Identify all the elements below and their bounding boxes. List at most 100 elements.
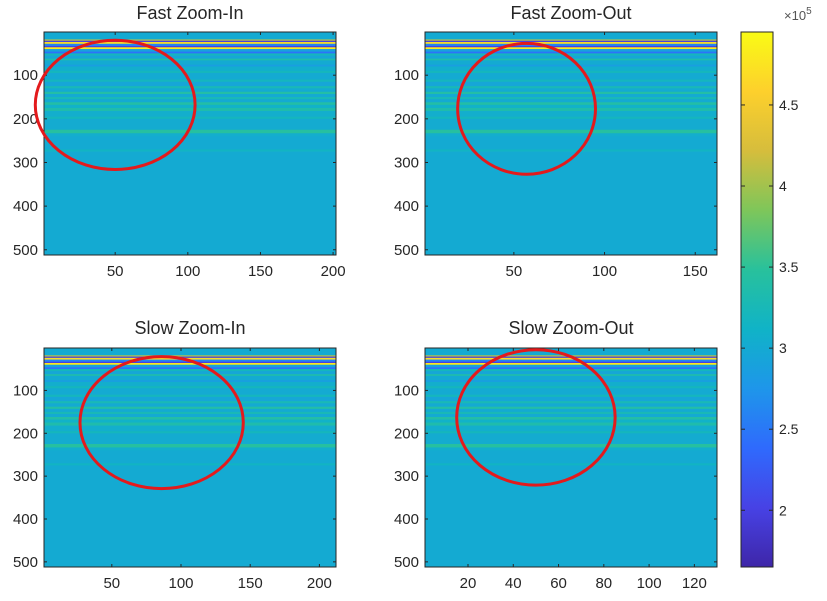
heatmap-band	[44, 104, 336, 109]
heatmap-band	[425, 388, 717, 396]
heatmap-band	[44, 369, 336, 372]
y-tick-label: 200	[13, 111, 38, 128]
colorbar: 2 2.5 3 3.5 4 4.5 ×105	[740, 6, 812, 568]
heatmap-band	[425, 149, 717, 152]
heatmap-panel-fast-zoom-out: Fast Zoom-Out 50 100 150 100 200 300 400 500	[394, 3, 718, 280]
heatmap-band	[44, 422, 336, 426]
x-tick-label: 200	[321, 263, 346, 280]
heatmap-band	[44, 367, 336, 370]
x-tick-label: 50	[103, 575, 120, 592]
y-tick-label: 300	[394, 154, 419, 171]
heatmap-band	[44, 401, 336, 404]
heatmap-band	[44, 375, 336, 381]
heatmap-band	[425, 369, 717, 372]
heatmap-bands	[425, 32, 717, 256]
x-tick-label: 200	[307, 575, 332, 592]
heatmap-band	[425, 431, 717, 434]
y-tick-label: 400	[394, 511, 419, 528]
heatmap-band	[44, 348, 336, 356]
heatmap-band	[425, 97, 717, 100]
heatmap-band	[425, 136, 717, 150]
heatmap-band	[425, 45, 717, 48]
heatmap-band	[425, 91, 717, 95]
heatmap-band	[44, 364, 336, 368]
y-tick-label: 300	[13, 468, 38, 485]
heatmap-band	[44, 66, 336, 72]
heatmap-band	[44, 99, 336, 103]
heatmap-band	[44, 116, 336, 120]
heatmap-band	[425, 66, 717, 72]
x-tick-label: 150	[683, 263, 708, 280]
heatmap-band	[44, 444, 336, 448]
y-tick-label: 400	[13, 511, 38, 528]
colorbar-tick-label: 2.5	[779, 421, 799, 437]
highlight-circle	[78, 355, 245, 491]
x-axis: 50 100 150	[506, 32, 708, 280]
colorbar-tick-label: 3	[779, 340, 787, 356]
y-tick-label: 500	[394, 554, 419, 571]
heatmap-band	[44, 149, 336, 152]
heatmap-band	[44, 88, 336, 93]
heatmap-bands	[44, 348, 336, 568]
heatmap-band	[425, 371, 717, 375]
colorbar-tick-label: 4.5	[779, 97, 799, 113]
heatmap-band	[44, 64, 336, 67]
heatmap-band	[44, 463, 336, 466]
heatmap-band	[44, 388, 336, 396]
heatmap-panel-slow-zoom-out: Slow Zoom-Out 20 40 60 80 100 120 100 200 300 40…	[394, 318, 718, 592]
heatmap-band	[44, 394, 336, 398]
x-axis: 50 100 150 200	[103, 348, 332, 592]
heatmap-band	[425, 116, 717, 120]
heatmap-band	[425, 102, 717, 106]
heatmap-band	[425, 375, 717, 381]
heatmap-band	[44, 465, 336, 568]
heatmap-band	[44, 447, 336, 451]
y-tick-label: 100	[13, 382, 38, 399]
colorbar-ticks: 2 2.5 3 3.5 4 4.5	[741, 97, 799, 518]
x-tick-label: 80	[595, 575, 612, 592]
heatmap-band	[425, 40, 717, 43]
panel-title: Fast Zoom-In	[136, 3, 243, 23]
heatmap-band	[425, 129, 717, 134]
x-tick-label: 100	[175, 263, 200, 280]
heatmap-band	[425, 99, 717, 103]
heatmap-band	[44, 355, 336, 357]
heatmap-bands	[44, 32, 336, 256]
colorbar-tick-label: 3.5	[779, 259, 799, 275]
heatmap-band	[425, 49, 717, 53]
x-tick-label: 60	[550, 575, 567, 592]
panel-title: Slow Zoom-In	[134, 318, 245, 338]
heatmap-band	[44, 32, 336, 40]
colorbar-exponent: ×105	[784, 6, 812, 23]
x-tick-label: 40	[505, 575, 522, 592]
heatmap-band	[44, 371, 336, 375]
y-tick-label: 100	[13, 67, 38, 84]
x-tick-label: 20	[460, 575, 477, 592]
heatmap-band	[425, 51, 717, 54]
heatmap-panel-slow-zoom-in: Slow Zoom-In 50 100 150 200 100 200 300 400 500	[13, 318, 337, 592]
heatmap-band	[425, 47, 717, 50]
y-tick-label: 500	[394, 242, 419, 259]
y-axis: 100 200 300 400 500	[13, 67, 336, 259]
heatmap-panel-fast-zoom-in: Fast Zoom-In 50 100 150 200 100 200 300 400 500	[13, 3, 346, 280]
heatmap-band	[425, 73, 717, 80]
heatmap-band	[425, 408, 717, 413]
heatmap-band	[425, 422, 717, 426]
panel-title: Slow Zoom-Out	[508, 318, 633, 338]
highlight-circle	[455, 348, 617, 487]
heatmap-band	[425, 411, 717, 415]
heatmap-band	[44, 433, 336, 445]
colorbar-tick-label: 2	[779, 502, 787, 518]
heatmap-band	[425, 118, 717, 131]
heatmap-band	[44, 70, 336, 74]
y-tick-label: 100	[394, 382, 419, 399]
heatmap-band	[425, 348, 717, 356]
x-tick-label: 150	[238, 575, 263, 592]
heatmap-band	[425, 465, 717, 568]
heatmap-band	[44, 45, 336, 48]
heatmap-band	[425, 64, 717, 67]
heatmap-band	[425, 104, 717, 109]
heatmap-band	[44, 419, 336, 423]
highlight-circle	[33, 38, 197, 171]
